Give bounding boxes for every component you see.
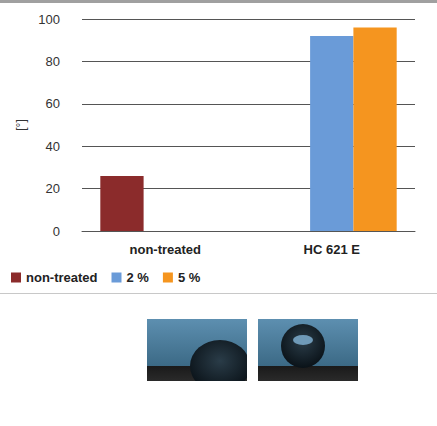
svg-text:2 %: 2 % [127, 270, 150, 285]
svg-text:20: 20 [46, 181, 60, 196]
svg-text:0: 0 [53, 224, 60, 239]
svg-text:5 %: 5 % [178, 270, 201, 285]
svg-text:60: 60 [46, 96, 60, 111]
svg-text:40: 40 [46, 139, 60, 154]
svg-text:HC 621 E: HC 621 E [304, 242, 361, 257]
svg-text:non-treated: non-treated [26, 270, 98, 285]
svg-text:100: 100 [38, 12, 60, 27]
svg-text:non-treated: non-treated [130, 242, 202, 257]
svg-text:[°]: [°] [14, 119, 28, 130]
svg-text:80: 80 [46, 54, 60, 69]
